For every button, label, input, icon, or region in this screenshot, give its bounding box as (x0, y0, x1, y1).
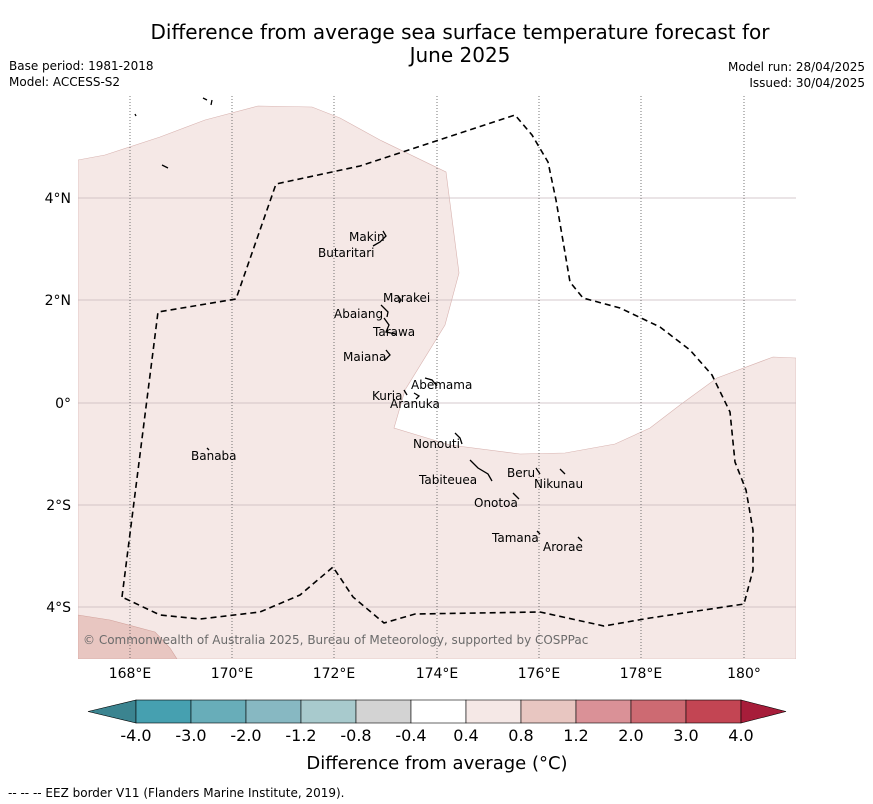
island-kuria (403, 389, 408, 396)
colorbar-tick-label: 4.0 (728, 726, 753, 745)
issued-date: Issued: 30/04/2025 (749, 76, 865, 90)
label-abemama: Abemama (411, 378, 472, 392)
colorbar-tick-label: 0.8 (508, 726, 533, 745)
colorbar-segment (575, 699, 632, 724)
island-banaba (206, 447, 210, 451)
model-name: Model: ACCESS-S2 (9, 75, 121, 89)
anomaly-band-light (78, 105, 796, 659)
eez-footer-note: -- -- -- EEZ border V11 (Flanders Marine… (8, 786, 345, 800)
lon-tick-178e: 178°E (620, 666, 663, 682)
lon-tick-labels: 168°E 170°E 172°E 174°E 176°E 178°E 180° (109, 666, 761, 682)
label-beru: Beru (507, 466, 535, 480)
lon-tick-170e: 170°E (211, 666, 254, 682)
colorbar-tick-label: -4.0 (120, 726, 151, 745)
colorbar-tick-label: 0.4 (453, 726, 478, 745)
colorbar-tick-label: 1.2 (563, 726, 588, 745)
anomaly-band-medium (78, 614, 178, 659)
lat-tick-0: 0° (55, 396, 71, 412)
colorbar-labels: -4.0 -3.0 -2.0 -1.2 -0.8 -0.4 0.4 0.8 1.2 2.0 3.0 4… (120, 726, 753, 745)
island-aranuka (413, 392, 421, 400)
island-nikunau (559, 468, 566, 475)
lon-tick-180: 180° (727, 666, 761, 682)
colorbar-title: Difference from average (°C) (306, 753, 567, 774)
lat-tick-4n: 4°N (45, 191, 71, 207)
label-tabiteuea: Tabiteuea (418, 473, 477, 487)
colorbar-segment (190, 699, 247, 724)
label-tarawa: Tarawa (372, 325, 415, 339)
label-banaba: Banaba (191, 449, 237, 463)
lon-tick-176e: 176°E (518, 666, 561, 682)
islands (134, 97, 583, 542)
title-line-1: Difference from average sea surface temp… (150, 20, 770, 44)
label-marakei: Marakei (383, 291, 430, 305)
island-arorae (577, 536, 583, 542)
island-tabiteuea (469, 459, 493, 482)
colorbar-segment (245, 699, 302, 724)
colorbar-segment (630, 699, 687, 724)
colorbar-segment (300, 699, 357, 724)
colorbar (87, 699, 787, 724)
label-kuria: Kuria (372, 389, 403, 403)
island-north-1 (134, 113, 137, 117)
island-abemama (424, 377, 438, 387)
island-makin (372, 230, 387, 247)
colorbar-tick-label: -3.0 (175, 726, 206, 745)
label-nikunau: Nikunau (534, 477, 583, 491)
island-tamana (536, 530, 541, 535)
map-area (78, 105, 796, 659)
lon-tick-168e: 168°E (109, 666, 152, 682)
colorbar-segment (355, 699, 412, 724)
title-line-2: June 2025 (409, 43, 511, 67)
island-tarawa (383, 317, 397, 335)
label-butaritari: Butaritari (318, 246, 375, 260)
eez-border (121, 114, 754, 627)
island-abaiang (380, 304, 389, 318)
island-onotoa (512, 492, 520, 500)
chart-title: Difference from average sea surface temp… (0, 21, 873, 67)
lat-tick-2s: 2°S (46, 498, 71, 514)
copyright-note: © Commonwealth of Australia 2025, Bureau… (83, 633, 588, 647)
lat-tick-2n: 2°N (45, 293, 71, 309)
base-period: Base period: 1981-2018 (9, 59, 154, 73)
colorbar-tick-label: -0.4 (395, 726, 426, 745)
colorbar-tick-label: -1.2 (285, 726, 316, 745)
island-north-3 (202, 97, 208, 101)
label-nonouti: Nonouti (413, 437, 460, 451)
island-marakei (397, 295, 402, 304)
colorbar-segment (520, 699, 577, 724)
island-beru (535, 467, 541, 475)
colorbar-tick-label: -0.8 (340, 726, 371, 745)
colorbar-segment (685, 699, 742, 724)
label-makin: Makin (349, 230, 385, 244)
label-abaiang: Abaiang (334, 307, 383, 321)
meta-right: Model run: 28/04/2025 Issued: 30/04/2025 (728, 59, 865, 91)
lat-tick-labels: 4°N 2°N 0° 2°S 4°S (45, 191, 72, 616)
island-labels: Makin Butaritari Marakei Abaiang Tarawa … (191, 230, 583, 554)
meridians (129, 96, 745, 659)
colorbar-over-arrow (740, 699, 787, 724)
label-aranuka: Aranuka (390, 397, 440, 411)
island-maiana (384, 349, 391, 361)
colorbar-tick-label: -2.0 (230, 726, 261, 745)
island-nonouti (454, 432, 463, 445)
lat-tick-4s: 4°S (46, 600, 71, 616)
label-tamana: Tamana (491, 531, 539, 545)
lon-tick-172e: 172°E (313, 666, 356, 682)
colorbar-tick-label: 3.0 (673, 726, 698, 745)
island-north-2 (161, 164, 169, 169)
label-onotoa: Onotoa (474, 496, 518, 510)
model-run: Model run: 28/04/2025 (727, 60, 865, 74)
colorbar-under-arrow (87, 699, 137, 724)
meta-left: Base period: 1981-2018 Model: ACCESS-S2 (9, 58, 154, 90)
island-north-4 (210, 99, 213, 106)
label-arorae: Arorae (543, 540, 583, 554)
colorbar-segment (465, 699, 522, 724)
lon-tick-174e: 174°E (416, 666, 459, 682)
colorbar-segment (135, 699, 192, 724)
colorbar-tick-label: 2.0 (618, 726, 643, 745)
colorbar-segment (410, 699, 467, 724)
label-maiana: Maiana (343, 350, 386, 364)
